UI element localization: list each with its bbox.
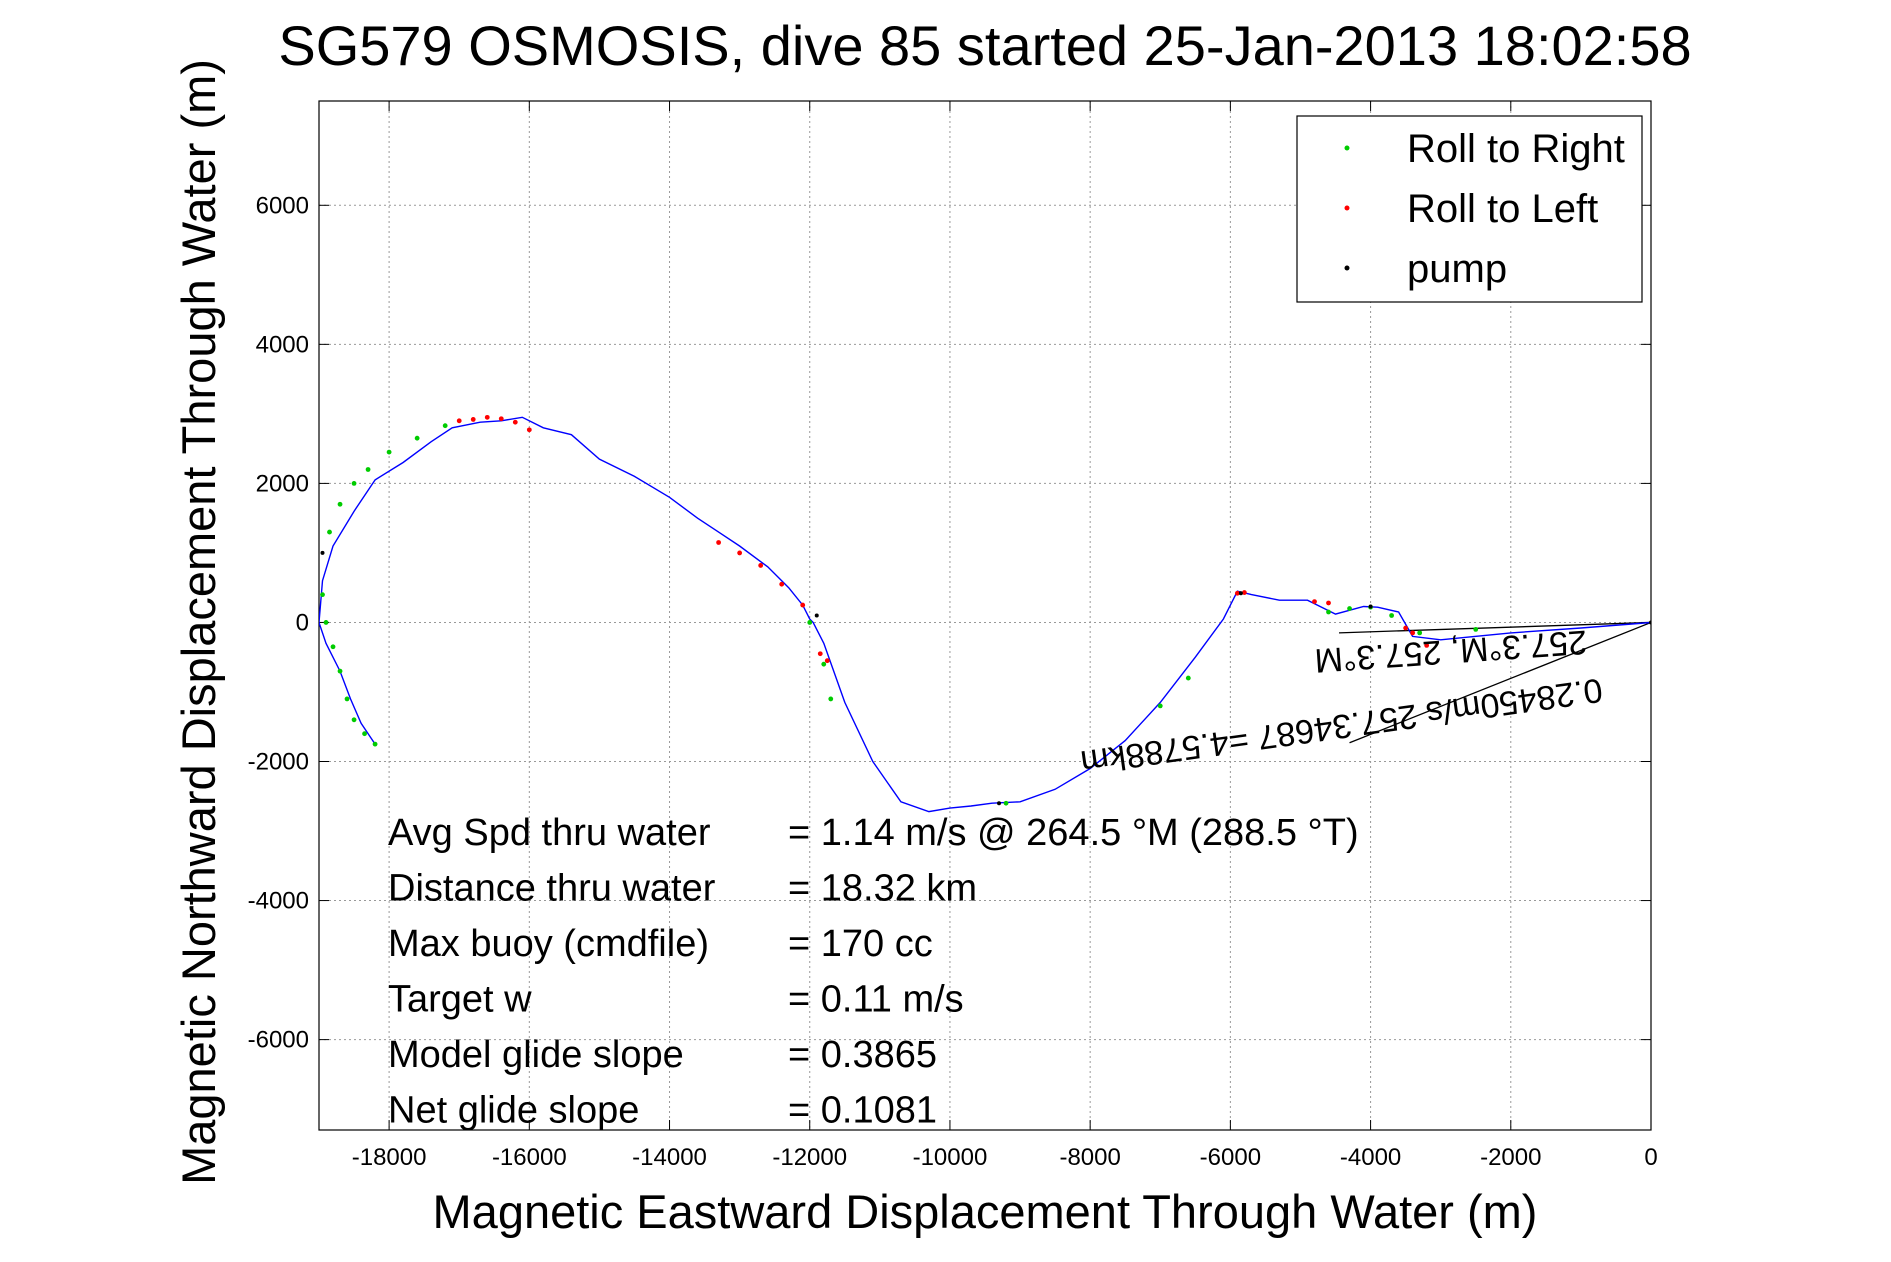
stat-label: Distance thru water <box>388 868 716 910</box>
pump-point <box>1368 604 1373 609</box>
y-tick-label: 0 <box>296 609 309 636</box>
pump-point <box>1238 591 1243 596</box>
x-tick-label: -6000 <box>1200 1144 1261 1171</box>
roll-left-point <box>498 416 504 422</box>
roll-left-point <box>1312 599 1317 604</box>
roll-right-point <box>351 480 357 486</box>
roll-right-point <box>1157 703 1163 709</box>
legend-label: pump <box>1407 247 1507 291</box>
x-tick-label: -2000 <box>1480 1144 1541 1171</box>
stats-block: Avg Spd thru water = 1.14 m/s @ 264.5 °M … <box>388 812 1359 1132</box>
roll-right-point <box>1417 630 1423 636</box>
roll-left-point <box>758 563 764 568</box>
roll-right-point <box>1003 800 1009 806</box>
pump-point <box>1649 620 1651 625</box>
roll-left-point <box>470 417 476 422</box>
pump-point <box>320 550 325 555</box>
x-tick-label: -4000 <box>1340 1144 1401 1171</box>
x-tick-label: -18000 <box>352 1144 427 1171</box>
legend-label: Roll to Right <box>1407 127 1625 171</box>
roll-left-point <box>1234 590 1240 596</box>
roll-left-point <box>456 418 462 424</box>
legend-marker <box>1344 265 1350 271</box>
roll-right-point <box>323 620 329 625</box>
roll-left-point <box>526 427 532 433</box>
roll-right-point <box>337 668 343 674</box>
y-tick-label: 2000 <box>256 470 309 497</box>
roll-right-point <box>1185 675 1191 681</box>
stat-value: = 0.11 m/s <box>788 979 964 1021</box>
roll-right-point <box>414 435 420 441</box>
axis-ticks: -18000 -16000 -14000 -12000 -10000 -8000 -6000… <box>248 101 1658 1171</box>
roll-right-point <box>1389 613 1395 618</box>
x-tick-label: -16000 <box>492 1144 567 1171</box>
current-vector-line <box>1349 621 1651 744</box>
roll-right-point <box>362 731 367 737</box>
stat-value: = 0.3865 <box>788 1034 937 1076</box>
roll-right-point <box>365 467 371 472</box>
roll-right-point <box>828 696 834 702</box>
x-axis-label: Magnetic Eastward Displacement Through W… <box>433 1185 1538 1238</box>
x-tick-label: -10000 <box>913 1144 988 1171</box>
stat-label: Max buoy (cmdfile) <box>388 923 709 965</box>
x-tick-label: 0 <box>1644 1144 1657 1171</box>
chart-title: SG579 OSMOSIS, dive 85 started 25-Jan-20… <box>278 14 1691 77</box>
roll-left-point <box>1241 590 1247 595</box>
stat-label: Model glide slope <box>388 1034 684 1076</box>
pump-point <box>814 613 819 618</box>
x-tick-label: -12000 <box>772 1144 847 1171</box>
roll-left-point <box>716 540 721 545</box>
roll-right-point <box>442 423 448 429</box>
roll-right-point <box>351 717 357 723</box>
roll-right-point <box>807 620 813 625</box>
current-vector-line <box>1339 621 1651 634</box>
roll-right-point <box>337 501 343 507</box>
roll-left-point <box>1326 600 1331 606</box>
roll-right-point <box>821 661 827 667</box>
legend-marker <box>1344 145 1350 151</box>
roll-right-point <box>344 696 350 702</box>
stat-value: = 18.32 km <box>788 868 977 910</box>
roll-right-point <box>1473 627 1479 632</box>
x-tick-label: -14000 <box>632 1144 707 1171</box>
roll-left-point <box>737 550 743 556</box>
roll-left-point <box>779 581 785 587</box>
roll-right-point <box>330 644 336 650</box>
y-tick-label: -6000 <box>248 1027 309 1054</box>
roll-left-point <box>1410 630 1416 636</box>
x-tick-label: -8000 <box>1059 1144 1120 1171</box>
roll-right-point <box>1326 609 1331 615</box>
stat-label: Target w <box>388 979 532 1021</box>
stat-value: = 1.14 m/s @ 264.5 °M (288.5 °T) <box>788 812 1359 854</box>
legend-box <box>1296 115 1643 303</box>
roll-left-point <box>800 602 806 608</box>
stat-value: = 170 cc <box>788 923 933 965</box>
roll-left-point <box>1403 625 1409 631</box>
roll-left-point <box>1424 642 1430 648</box>
roll-right-point <box>1347 606 1352 611</box>
y-tick-label: -2000 <box>248 749 309 776</box>
legend-marker <box>1344 205 1350 211</box>
roll-left-point <box>824 658 830 664</box>
y-tick-label: -4000 <box>248 888 309 915</box>
roll-left-point <box>512 419 518 425</box>
stat-value: = 0.1081 <box>788 1090 937 1132</box>
roll-left-point <box>484 414 490 420</box>
glider-track-line <box>319 416 1651 813</box>
roll-right-point <box>320 592 325 598</box>
roll-right-point <box>327 529 332 535</box>
roll-right-point <box>386 449 392 455</box>
stat-label: Avg Spd thru water <box>388 812 711 854</box>
y-tick-label: 6000 <box>256 192 309 219</box>
y-tick-label: 4000 <box>256 331 309 358</box>
pump-point <box>997 801 1002 806</box>
legend-label: Roll to Left <box>1407 187 1598 231</box>
data-layer <box>319 414 1651 813</box>
stat-label: Net glide slope <box>388 1090 639 1132</box>
y-axis-label: Magnetic Northward Displacement Through … <box>172 59 225 1185</box>
legend: Roll to Right Roll to Left pump <box>1296 115 1643 303</box>
roll-left-point <box>817 651 823 657</box>
roll-right-point <box>372 741 378 747</box>
